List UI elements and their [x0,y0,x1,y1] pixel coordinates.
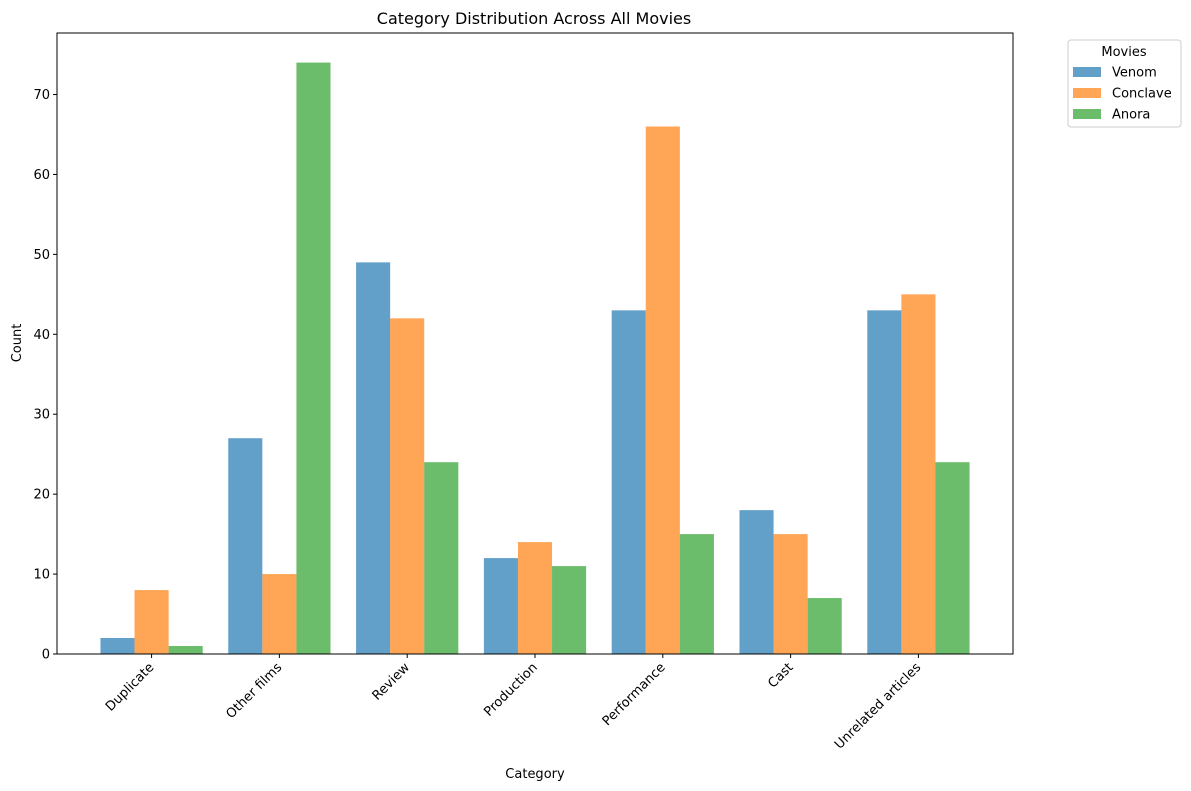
bar-conclave-unrelated-articles [901,294,936,654]
legend-box [1067,39,1182,128]
x-tick-label: Cast [765,660,796,691]
bar-anora-cast [807,598,842,654]
bar-conclave-duplicate [134,590,169,654]
bar-conclave-performance [645,126,680,655]
bar-conclave-production [517,542,553,654]
bar-anora-performance [679,534,714,654]
y-tick-label: 70 [33,88,50,103]
x-tick-label: Unrelated articles [832,660,924,752]
x-axis-label: Category [505,767,565,782]
bar-anora-production [552,566,587,654]
y-tick-label: 10 [33,568,50,583]
chart-title: Category Distribution Across All Movies [377,9,691,28]
x-tick-label: Production [481,660,541,720]
y-axis-label: Count [10,324,25,363]
bar-conclave-review [390,318,425,654]
bar-venom-review [356,262,391,654]
x-tick-label: Duplicate [103,660,157,714]
bar-anora-other-films [296,62,331,655]
legend-title: Movies [1101,45,1146,60]
y-tick-label: 30 [33,408,50,423]
x-tick-label: Review [370,660,414,704]
bar-venom-duplicate [100,638,135,654]
legend-swatch [1073,109,1101,119]
bar-venom-unrelated-articles [867,310,902,654]
y-tick-label: 60 [33,168,50,183]
y-tick-label: 0 [42,648,50,663]
legend: Movies Venom Conclave Anora [1067,39,1182,128]
bar-conclave-other-films [262,574,297,654]
y-tick-label: 50 [33,248,50,263]
bar-venom-performance [611,310,646,654]
bar-conclave-cast [773,534,808,654]
x-tick-label: Other films [223,660,285,722]
bar-anora-duplicate [168,646,203,654]
y-tick-label: 20 [33,488,50,503]
legend-swatch [1073,88,1101,98]
legend-label: Anora [1112,108,1150,123]
bar-anora-review [424,462,459,654]
legend-label: Conclave [1112,87,1172,102]
bars-group [100,62,970,655]
bar-venom-other-films [228,438,263,654]
legend-swatch [1073,67,1101,77]
x-axis: Duplicate Other films Review Production Perf… [103,654,924,752]
y-tick-label: 40 [33,328,50,343]
y-axis: 0 10 20 30 40 50 60 70 [33,88,57,663]
bar-venom-cast [739,510,774,654]
legend-label: Venom [1112,66,1157,81]
bar-anora-unrelated-articles [935,462,970,654]
x-tick-label: Performance [600,660,669,729]
bar-venom-production [483,558,518,654]
